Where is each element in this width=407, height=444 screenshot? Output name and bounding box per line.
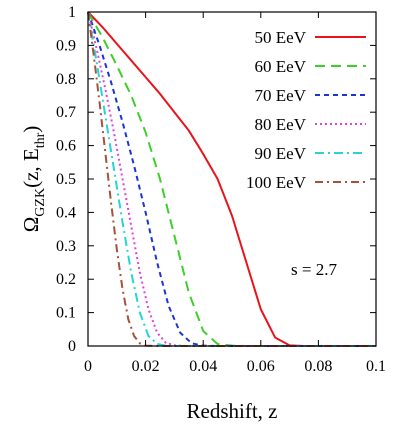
x-tick-label: 0.04	[189, 358, 217, 375]
annotation-text: s = 2.7	[291, 260, 337, 279]
x-tick-label: 0.1	[366, 358, 386, 375]
x-tick-label: 0.02	[132, 358, 160, 375]
x-axis-title: Redshift, z	[187, 399, 278, 423]
series-line	[87, 11, 376, 347]
legend-label: 60 EeV	[255, 57, 307, 76]
series-line	[87, 11, 376, 347]
y-tick-label: 0.9	[56, 37, 76, 54]
y-tick-label: 0.8	[56, 71, 76, 88]
y-axis-title: ΩGZK(z, Ethr)	[19, 126, 48, 233]
x-tick-label: 0.08	[304, 358, 332, 375]
y-tick-label: 0.1	[56, 305, 76, 322]
y-tick-label: 0	[68, 338, 76, 355]
plot-frame	[87, 11, 377, 347]
y-axis-title-close: )	[19, 126, 43, 133]
y-axis-title-main: Ω	[19, 217, 43, 233]
y-tick-label: 0.3	[56, 238, 76, 255]
legend-label: 90 EeV	[255, 144, 307, 163]
y-tick-label: 0.5	[56, 171, 76, 188]
y-axis-title-args-sub: thr	[33, 132, 48, 148]
series-layer	[87, 11, 376, 347]
series-line	[87, 11, 376, 347]
y-tick-label: 0.4	[56, 204, 76, 221]
y-axis-title-sub: GZK	[33, 188, 48, 217]
series-line	[87, 11, 376, 347]
series-line	[87, 11, 376, 347]
ticks-layer: 0 0.02 0.04 0.06 0.08 0.1 0 0.1 0.2 0.3 0.4 0.5 0.6 0…	[56, 4, 386, 375]
y-axis-title-args: (z, E	[19, 148, 43, 188]
x-tick-label: 0.06	[247, 358, 275, 375]
y-tick-label: 0.6	[56, 138, 76, 155]
y-tick-label: 1	[68, 4, 76, 21]
y-tick-label: 0.7	[56, 104, 76, 121]
legend-label: 70 EeV	[255, 86, 307, 105]
legend: 50 EeV 60 EeV 70 EeV 80 EeV 90 EeV 100 EeV	[246, 28, 366, 192]
legend-label: 80 EeV	[255, 115, 307, 134]
legend-label: 100 EeV	[246, 173, 307, 192]
x-tick-label: 0	[84, 358, 92, 375]
legend-label: 50 EeV	[255, 28, 307, 47]
series-line	[87, 11, 376, 347]
y-tick-label: 0.2	[56, 271, 76, 288]
